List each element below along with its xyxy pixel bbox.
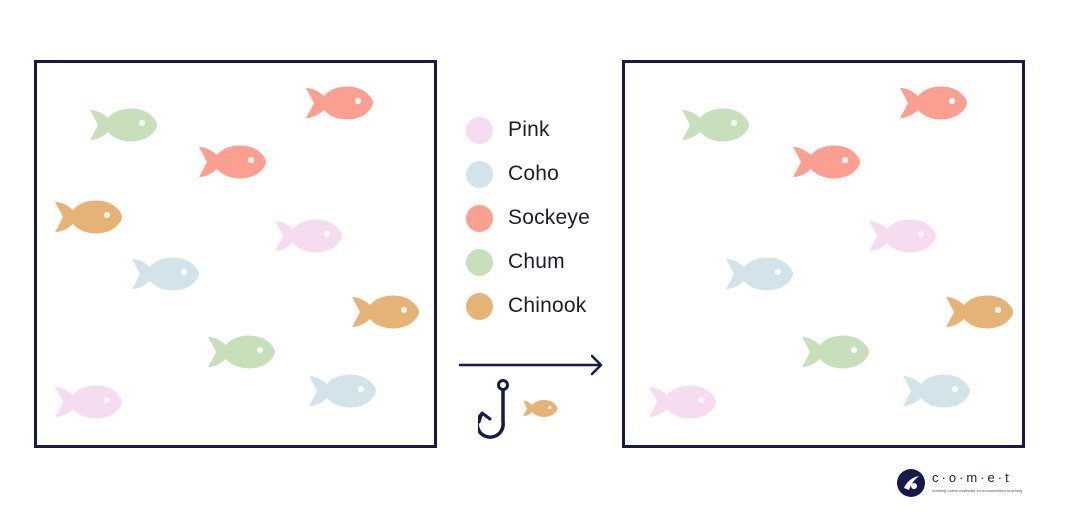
comet-logo-mark-icon <box>897 469 925 497</box>
arrow-right-icon <box>458 354 603 376</box>
comet-logo: c·o·m·e·t creating online materials for … <box>896 468 1036 498</box>
fish-pink-icon <box>53 382 123 422</box>
fish-coho-icon <box>307 371 377 411</box>
legend-item-coho: Coho <box>466 152 590 196</box>
legend-item-chum: Chum <box>466 240 590 284</box>
fish-sockeye-icon <box>898 83 968 123</box>
legend-swatch-chinook <box>466 292 493 320</box>
legend-swatch-coho <box>466 160 493 188</box>
caught-fish-icon <box>522 398 558 424</box>
legend-swatch-pink <box>466 116 493 144</box>
species-legend: Pink Coho Sockeye Chum Chinook <box>466 108 590 328</box>
legend-item-pink: Pink <box>466 108 590 152</box>
legend-label-sockeye: Sockeye <box>508 206 590 229</box>
fish-coho-icon <box>724 254 794 294</box>
fish-sockeye-icon <box>197 142 267 182</box>
pond-before-box <box>34 60 437 448</box>
fish-chum-icon <box>206 332 276 372</box>
legend-label-coho: Coho <box>508 162 560 185</box>
comet-tagline: creating online materials for econometri… <box>932 488 1023 493</box>
pond-after-box <box>622 60 1025 448</box>
fish-chinook-icon <box>944 292 1014 332</box>
legend-label-chum: Chum <box>508 250 565 273</box>
fish-pink-icon <box>273 216 343 256</box>
fish-chum-icon <box>800 332 870 372</box>
fish-pink-icon <box>867 216 937 256</box>
legend-label-chinook: Chinook <box>508 294 587 317</box>
legend-item-sockeye: Sockeye <box>466 196 590 240</box>
fish-sockeye-icon <box>791 142 861 182</box>
fish-pink-icon <box>647 382 717 422</box>
fish-chinook-icon <box>53 197 123 237</box>
fish-chum-icon <box>88 105 158 145</box>
fish-coho-icon <box>901 371 971 411</box>
fish-chinook-icon <box>350 292 420 332</box>
fish-coho-icon <box>130 254 200 294</box>
legend-item-chinook: Chinook <box>466 284 590 328</box>
legend-swatch-chum <box>466 248 493 276</box>
fish-sockeye-icon <box>304 83 374 123</box>
fishing-hook-icon <box>478 379 509 439</box>
fish-chum-icon <box>680 105 750 145</box>
legend-swatch-sockeye <box>466 204 493 232</box>
comet-wordmark: c·o·m·e·t <box>932 470 1012 485</box>
legend-label-pink: Pink <box>508 118 550 141</box>
